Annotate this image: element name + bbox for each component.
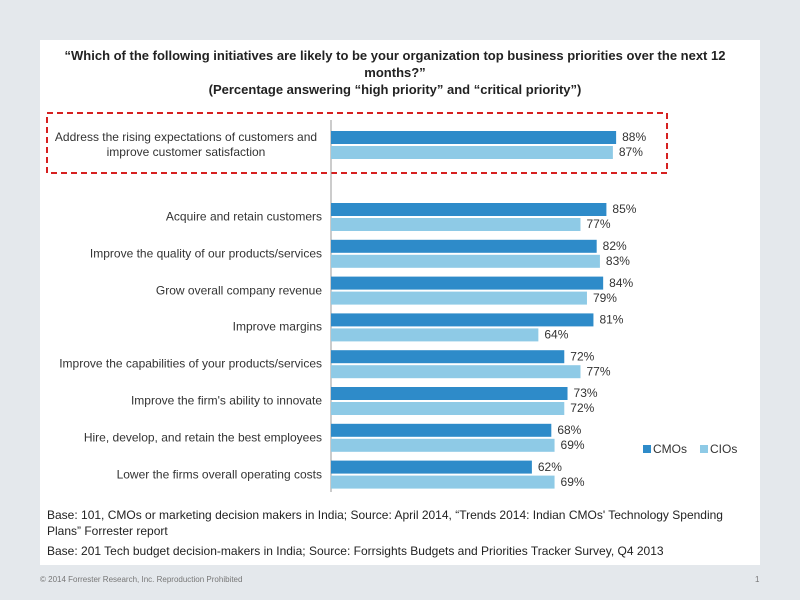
category-label: Grow overall company revenue xyxy=(50,283,322,298)
category-label: Improve the quality of our products/serv… xyxy=(50,246,322,261)
value-label: 82% xyxy=(603,239,627,253)
category-label: Lower the firms overall operating costs xyxy=(50,467,322,482)
bar xyxy=(331,438,555,452)
bar xyxy=(331,146,613,159)
bar xyxy=(331,254,600,268)
bar xyxy=(331,423,552,437)
bar xyxy=(331,218,581,231)
value-label: 72% xyxy=(570,401,594,415)
value-label: 64% xyxy=(544,328,568,342)
category-label: Hire, develop, and retain the best emplo… xyxy=(50,430,322,445)
value-label: 77% xyxy=(586,364,610,378)
value-label: 62% xyxy=(538,460,562,474)
category-text: Address the rising expectations of custo… xyxy=(54,130,318,159)
value-label: 68% xyxy=(557,423,581,437)
category-text: Grow overall company revenue xyxy=(155,283,322,298)
bar xyxy=(331,131,617,144)
bar xyxy=(331,460,532,474)
bar xyxy=(331,239,597,253)
bar xyxy=(331,402,565,415)
value-label: 85% xyxy=(612,202,636,216)
bar xyxy=(331,203,607,216)
legend-label: CMOs xyxy=(653,442,687,456)
legend-label: CIOs xyxy=(710,442,737,456)
value-label: 69% xyxy=(561,438,585,452)
bar xyxy=(331,313,594,327)
category-text: Hire, develop, and retain the best emplo… xyxy=(83,430,322,445)
category-text: Improve the quality of our products/serv… xyxy=(89,246,322,261)
bar xyxy=(331,328,539,342)
value-label: 81% xyxy=(599,313,623,327)
value-label: 72% xyxy=(570,349,594,363)
category-text: Acquire and retain customers xyxy=(165,209,322,224)
value-label: 73% xyxy=(574,386,598,400)
value-label: 79% xyxy=(593,291,617,305)
category-label: Improve the capabilities of your product… xyxy=(50,357,322,372)
category-label: Improve the firm's ability to innovate xyxy=(50,394,322,409)
note: Base: 201 Tech budget decision-makers in… xyxy=(47,544,664,558)
bar xyxy=(331,475,555,489)
category-label: Improve margins xyxy=(50,320,322,335)
note: Base: 101, CMOs or marketing decision ma… xyxy=(47,508,723,538)
bar xyxy=(331,365,581,379)
chart-subtitle: (Percentage answering “high priority” an… xyxy=(208,82,582,97)
category-label: Address the rising expectations of custo… xyxy=(50,130,322,160)
value-label: 87% xyxy=(619,145,643,159)
category-label: Acquire and retain customers xyxy=(50,210,322,225)
legend-swatch xyxy=(700,445,708,453)
category-text: Improve the capabilities of your product… xyxy=(59,356,322,371)
highlight-box xyxy=(46,112,668,174)
value-label: 69% xyxy=(561,475,585,489)
value-label: 84% xyxy=(609,276,633,290)
bar xyxy=(331,350,565,364)
value-label: 77% xyxy=(586,217,610,231)
bar xyxy=(331,387,568,400)
chart-title: “Which of the following initiatives are … xyxy=(64,48,726,80)
bar xyxy=(331,276,604,290)
legend-swatch xyxy=(643,445,651,453)
category-text: Lower the firms overall operating costs xyxy=(116,467,322,482)
value-label: 88% xyxy=(622,130,646,144)
category-text: Improve the firm's ability to innovate xyxy=(130,393,322,408)
value-label: 83% xyxy=(606,254,630,268)
bar xyxy=(331,291,587,305)
category-text: Improve margins xyxy=(232,319,322,334)
page-number: 1 xyxy=(755,575,760,584)
copyright: © 2014 Forrester Research, Inc. Reproduc… xyxy=(40,575,243,584)
